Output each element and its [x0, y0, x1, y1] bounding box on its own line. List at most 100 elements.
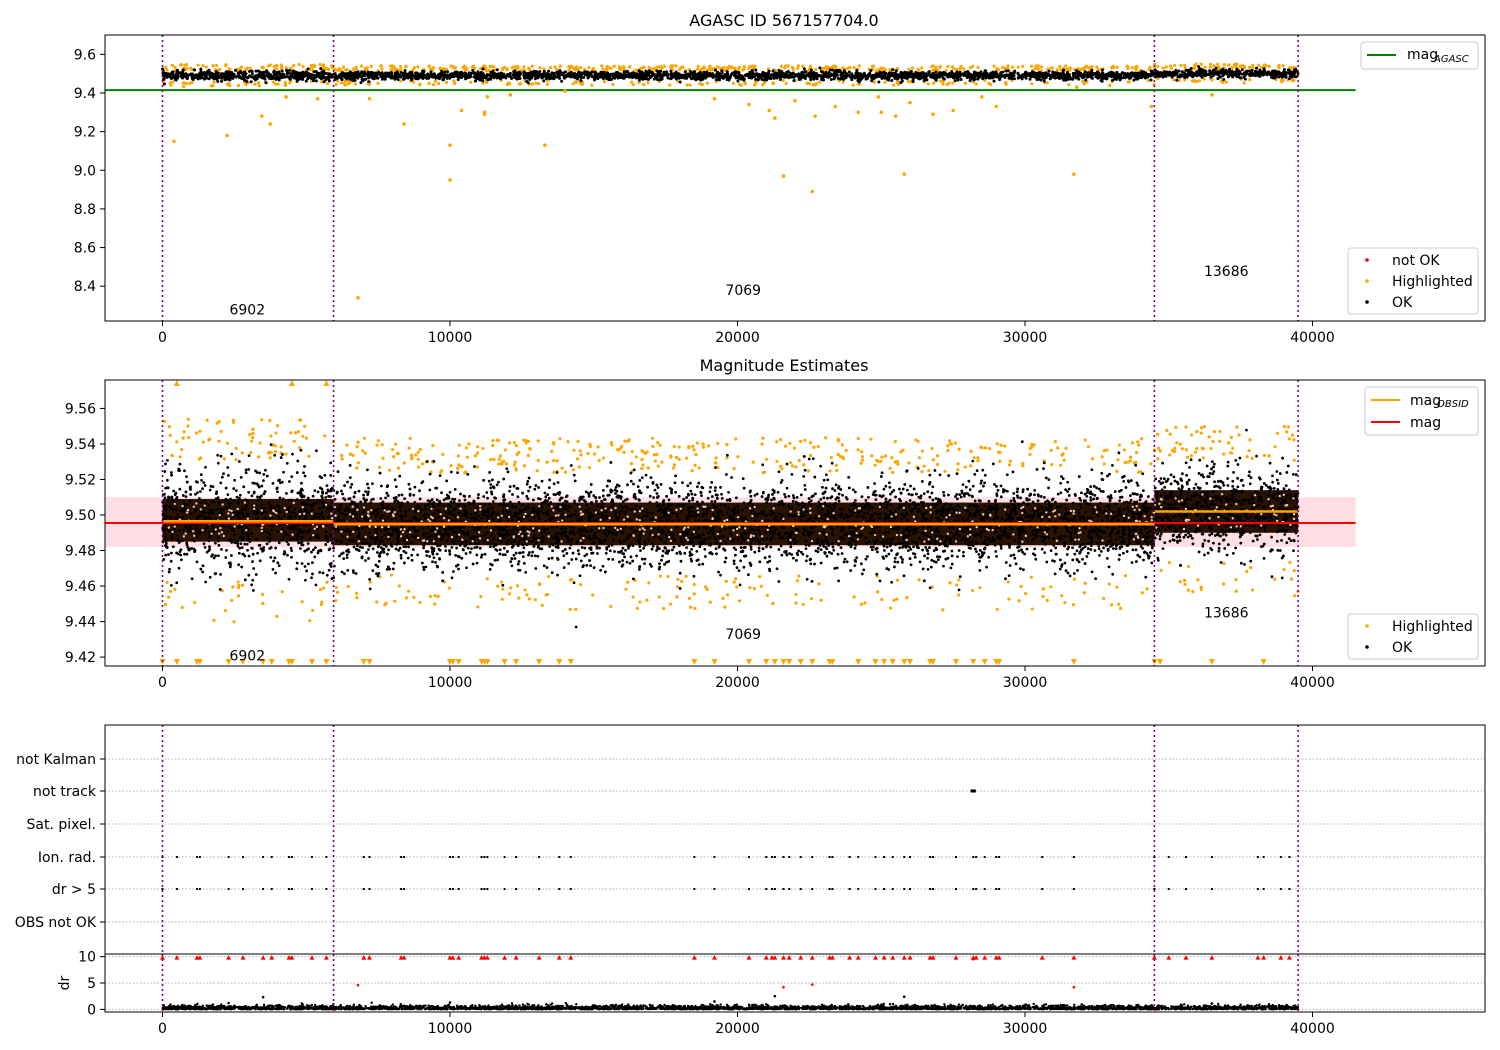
highlighted-point	[1262, 453, 1267, 457]
highlighted-point	[1002, 444, 1007, 448]
ok-point	[895, 75, 899, 79]
highlighted-point	[1250, 588, 1255, 592]
highlighted-point	[1221, 582, 1226, 586]
ok-point	[1030, 72, 1034, 76]
ok-point	[680, 76, 684, 80]
highlighted-point	[1003, 66, 1007, 70]
highlighted-point	[182, 81, 186, 85]
ok-point	[734, 70, 738, 74]
highlighted-point	[551, 459, 556, 463]
highlighted-point	[416, 457, 420, 461]
highlighted-point	[783, 66, 787, 70]
highlighted-point	[796, 64, 800, 68]
highlighted-point	[693, 463, 697, 467]
highlighted-point	[1021, 64, 1025, 68]
ok-point	[226, 493, 230, 497]
ok-point	[171, 72, 175, 76]
highlighted-point	[456, 454, 460, 458]
highlighted-point	[318, 62, 322, 67]
highlighted-point	[178, 455, 182, 459]
ok-point	[1219, 75, 1223, 79]
highlighted-point	[1083, 581, 1087, 585]
highlighted-point	[456, 466, 460, 471]
ok-point	[421, 73, 425, 77]
highlighted-point	[841, 80, 845, 84]
highlighted-point	[971, 64, 975, 68]
highlighted-point	[1161, 66, 1165, 70]
highlighted-point	[692, 448, 696, 452]
highlighted-point	[860, 455, 865, 459]
highlighted-point	[693, 606, 697, 611]
highlighted-point	[610, 443, 614, 447]
highlighted-point	[470, 65, 474, 69]
ok-point	[846, 74, 850, 78]
ok-point	[276, 76, 280, 80]
ok-point	[1093, 71, 1097, 75]
ok-point	[1162, 70, 1166, 74]
ok-point	[829, 77, 833, 81]
ok-point	[684, 73, 688, 77]
highlighted-point	[856, 436, 860, 440]
ok-point	[181, 72, 185, 76]
highlighted-outlier	[773, 116, 777, 120]
ok-point	[324, 530, 328, 534]
highlighted-point	[231, 420, 236, 424]
ok-point	[456, 74, 460, 78]
highlighted-point	[638, 600, 642, 604]
ok-point	[1095, 70, 1099, 74]
ok-point	[575, 77, 579, 81]
highlighted-point	[503, 448, 507, 452]
highlighted-point	[705, 587, 709, 592]
ok-point	[713, 68, 717, 72]
x-tick-label: 10000	[428, 330, 473, 346]
ok-point	[285, 71, 289, 75]
highlighted-point	[223, 608, 228, 613]
highlighted-point	[1196, 578, 1200, 582]
ok-point	[165, 514, 169, 518]
highlighted-point	[761, 83, 765, 87]
highlighted-point	[344, 68, 348, 72]
highlighted-point	[641, 463, 645, 467]
highlighted-point	[280, 590, 284, 594]
highlighted-point	[325, 580, 329, 584]
highlighted-point	[983, 446, 988, 450]
ok-point	[953, 79, 957, 83]
highlighted-point	[601, 67, 605, 71]
highlighted-point	[257, 81, 261, 85]
highlighted-point	[517, 450, 521, 455]
ok-point	[441, 78, 445, 82]
highlighted-point	[552, 470, 556, 474]
highlighted-point	[483, 65, 487, 70]
highlighted-outlier	[793, 98, 797, 103]
highlighted-point	[321, 64, 325, 68]
ok-point	[855, 71, 859, 75]
highlighted-point	[1171, 78, 1176, 82]
highlighted-point	[1224, 80, 1228, 84]
ok-point	[716, 70, 720, 74]
highlighted-point	[840, 443, 844, 447]
ok-point	[318, 512, 322, 516]
highlighted-point	[261, 601, 265, 606]
ok-point	[1139, 72, 1143, 76]
ok-point	[166, 499, 170, 503]
highlighted-point	[1282, 567, 1286, 572]
highlighted-point	[630, 80, 634, 84]
ok-point	[1142, 70, 1146, 74]
ok-point	[163, 470, 167, 473]
highlighted-point	[231, 585, 235, 589]
highlighted-point	[1030, 82, 1034, 86]
highlighted-point	[669, 455, 673, 459]
highlighted-point	[1007, 463, 1012, 467]
highlighted-point	[1293, 594, 1297, 598]
highlighted-point	[742, 65, 746, 69]
ok-point	[287, 533, 290, 537]
highlighted-point	[590, 83, 594, 87]
ok-point	[532, 69, 536, 73]
ok-point	[484, 76, 488, 80]
highlighted-point	[893, 439, 897, 444]
ok-point	[1270, 72, 1274, 76]
highlighted-point	[840, 455, 845, 459]
ok-point	[1261, 72, 1265, 76]
highlighted-point	[1072, 577, 1077, 581]
highlighted-point	[880, 597, 884, 602]
